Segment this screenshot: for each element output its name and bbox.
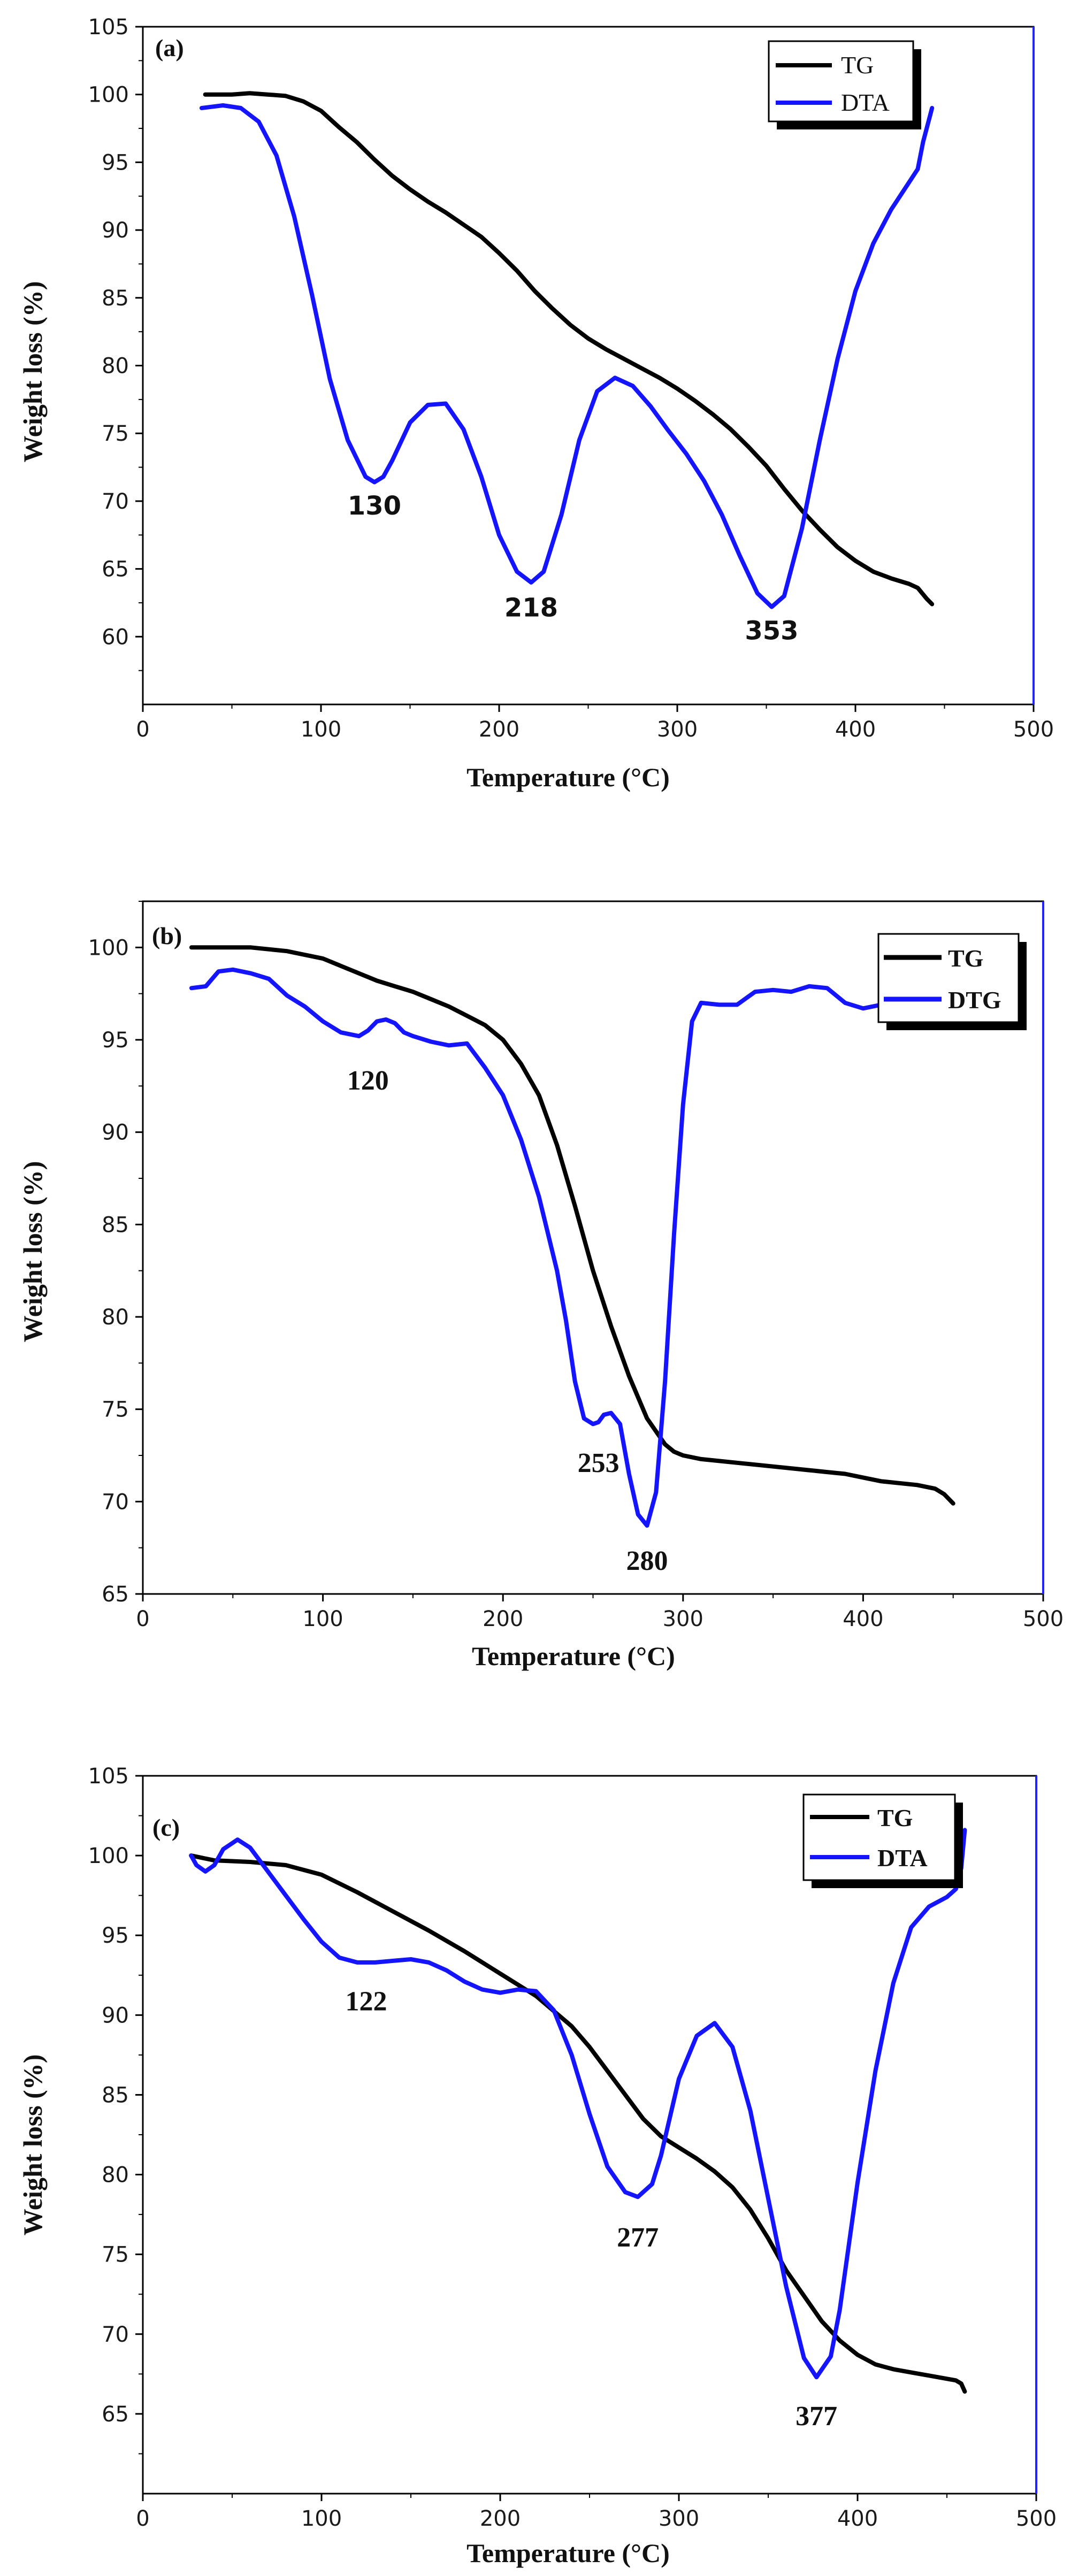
x-tick-label: 0 xyxy=(136,1607,149,1631)
peak-label: 377 xyxy=(796,2401,837,2432)
series-line-tg xyxy=(203,91,935,607)
y-tick-label: 85 xyxy=(102,1213,129,1237)
legend-box xyxy=(768,40,914,122)
y-tick-label: 100 xyxy=(88,1844,129,1868)
y-axis-title: Weight loss (%) xyxy=(18,2054,48,2236)
x-tick-label: 300 xyxy=(657,717,698,742)
peak-label: 353 xyxy=(745,616,798,646)
x-tick-label: 500 xyxy=(1016,2506,1057,2531)
y-tick-label: 60 xyxy=(102,625,129,649)
y-tick-label: 90 xyxy=(102,1121,129,1145)
x-tick-label: 400 xyxy=(837,2506,878,2531)
y-tick-label: 100 xyxy=(88,936,129,960)
series-line-tg xyxy=(189,1853,967,2394)
x-tick-label: 500 xyxy=(1013,717,1054,742)
chart-panel-b: 0 100 200 300 400 500 65 70 75 80 85 90 95 100 120 253… xyxy=(18,900,1064,1671)
x-tick-label: 300 xyxy=(659,2506,699,2531)
peak-label: 253 xyxy=(578,1448,620,1478)
peak-label: 277 xyxy=(617,2222,659,2253)
x-tick-label: 100 xyxy=(301,717,341,742)
y-axis-title: Weight loss (%) xyxy=(18,1161,48,1343)
y-tick-label: 70 xyxy=(102,2322,129,2347)
y-tick-label: 95 xyxy=(102,1923,129,1948)
legend-label-tg: TG xyxy=(841,51,874,79)
x-tick-label: 200 xyxy=(483,1607,523,1631)
legend-label-dtg: DTG xyxy=(948,986,1001,1014)
y-tick-label: 90 xyxy=(102,2003,129,2028)
legend-label-dta: DTA xyxy=(877,1844,928,1872)
x-tick-label: 400 xyxy=(843,1607,883,1631)
x-axis-title: Temperature (°C) xyxy=(466,2538,670,2568)
x-tick-label: 100 xyxy=(301,2506,342,2531)
x-axis-title: Temperature (°C) xyxy=(466,762,670,792)
y-tick-label: 105 xyxy=(88,15,129,40)
panel-label: (b) xyxy=(152,922,182,949)
legend: TG DTG xyxy=(877,933,1027,1030)
peak-label: 218 xyxy=(504,593,558,623)
legend-label-tg: TG xyxy=(877,1804,913,1831)
x-axis-title: Temperature (°C) xyxy=(472,1641,675,1671)
legend: TG DTA xyxy=(802,1793,963,1888)
y-tick-label: 100 xyxy=(88,83,129,108)
panel-label: (a) xyxy=(155,34,184,62)
y-tick-label: 75 xyxy=(102,1398,129,1422)
y-tick-label: 90 xyxy=(102,218,129,243)
peak-label: 130 xyxy=(348,491,401,521)
y-tick-label: 65 xyxy=(102,557,129,582)
y-axis-title: Weight loss (%) xyxy=(18,281,48,463)
panel-label: (c) xyxy=(152,1814,180,1841)
legend-box xyxy=(877,933,1020,1023)
y-tick-label: 95 xyxy=(102,1028,129,1053)
y-tick-label: 85 xyxy=(102,2083,129,2107)
y-tick-label: 80 xyxy=(102,1305,129,1330)
chart-panel-a: 0 100 200 300 400 500 60 65 70 75 80 85 90 95 100 105 1… xyxy=(18,15,1054,792)
legend-box xyxy=(802,1793,956,1881)
y-tick-label: 80 xyxy=(102,2163,129,2188)
legend: TG DTA xyxy=(768,40,921,129)
y-tick-label: 95 xyxy=(102,150,129,175)
peak-label: 120 xyxy=(347,1065,389,1096)
x-tick-label: 0 xyxy=(136,717,149,742)
y-tick-label: 75 xyxy=(102,421,129,446)
x-tick-label: 400 xyxy=(835,717,876,742)
series-line-dta xyxy=(199,103,935,609)
y-tick-label: 80 xyxy=(102,354,129,379)
y-tick-label: 85 xyxy=(102,286,129,311)
y-tick-label: 65 xyxy=(102,2402,129,2427)
x-tick-label: 200 xyxy=(479,717,519,742)
chart-panel-c: 0 100 200 300 400 500 65 70 75 80 85 90 95 100 105 122… xyxy=(18,1764,1057,2568)
y-tick-label: 70 xyxy=(102,1490,129,1514)
y-tick-label: 105 xyxy=(88,1764,129,1789)
legend-label-dta: DTA xyxy=(841,89,890,116)
y-tick-label: 75 xyxy=(102,2243,129,2267)
series-line-dta xyxy=(189,1828,967,2380)
legend-label-tg: TG xyxy=(948,945,983,972)
series-line-tg xyxy=(189,945,955,1506)
x-tick-label: 200 xyxy=(480,2506,521,2531)
x-tick-label: 500 xyxy=(1023,1607,1064,1631)
x-tick-label: 300 xyxy=(663,1607,703,1631)
y-tick-label: 70 xyxy=(102,489,129,514)
peak-label: 122 xyxy=(346,1986,387,2017)
series-line-dtg xyxy=(189,967,937,1528)
x-tick-label: 100 xyxy=(302,1607,343,1631)
x-tick-label: 0 xyxy=(136,2506,149,2531)
y-tick-label: 65 xyxy=(102,1582,129,1607)
peak-label: 280 xyxy=(626,1546,668,1576)
